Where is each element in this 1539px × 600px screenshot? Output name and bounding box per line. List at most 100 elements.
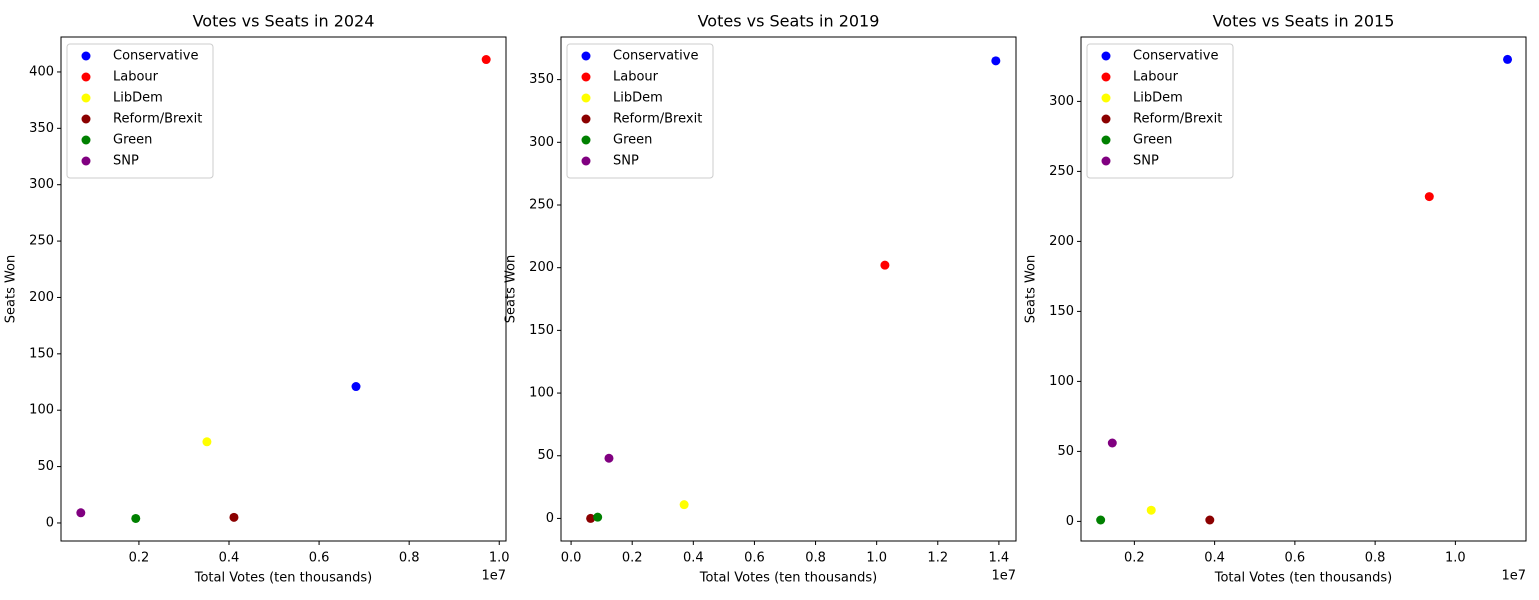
legend-marker <box>581 114 591 124</box>
point <box>586 513 596 523</box>
legend-label: Green <box>1133 133 1172 148</box>
x-tick-label: 0.8 <box>399 551 420 566</box>
x-tick-label: 0.6 <box>1285 551 1306 566</box>
point <box>1503 54 1513 64</box>
y-tick-label: 150 <box>529 323 554 338</box>
y-tick-label: 250 <box>29 234 54 249</box>
y-axis-label: Seats Won <box>4 255 19 324</box>
y-tick-label: 100 <box>1049 374 1074 389</box>
legend-marker <box>81 135 91 145</box>
y-tick-label: 200 <box>1049 234 1074 249</box>
legend-label: Conservative <box>613 49 698 64</box>
y-axis-label: Seats Won <box>504 255 519 324</box>
x-axis-label: Total Votes (ten thousands) <box>194 571 372 586</box>
y-tick-label: 250 <box>1049 164 1074 179</box>
y-tick-label: 150 <box>1049 304 1074 319</box>
legend-label: Green <box>613 133 652 148</box>
x-tick-label: 0.8 <box>1365 551 1386 566</box>
legend-label: SNP <box>1133 154 1159 169</box>
legend-marker <box>581 93 591 103</box>
legend-marker <box>1101 114 1111 124</box>
x-tick-label: 0.0 <box>561 551 582 566</box>
y-tick-label: 50 <box>1057 444 1074 459</box>
point <box>593 512 603 522</box>
x-tick-label: 0.6 <box>744 551 765 566</box>
chart-title: Votes vs Seats in 2024 <box>193 12 375 31</box>
subplot: Votes vs Seats in 2019 Total Votes (ten t… <box>504 12 1017 586</box>
point <box>1096 515 1106 525</box>
x-tick-label: 1.0 <box>489 551 510 566</box>
x-tick-label: 0.4 <box>1204 551 1225 566</box>
x-offset-label: 1e7 <box>481 569 506 584</box>
x-tick-label: 1.0 <box>1445 551 1466 566</box>
legend-label: Green <box>113 133 152 148</box>
x-axis-label: Total Votes (ten thousands) <box>1214 571 1392 586</box>
plot-area <box>560 36 1017 542</box>
point <box>1205 515 1215 525</box>
legend-label: Conservative <box>113 49 198 64</box>
legend-marker <box>1101 72 1111 82</box>
plot-area <box>60 36 507 542</box>
x-tick-label: 0.2 <box>1124 551 1145 566</box>
x-tick-label: 0.4 <box>219 551 240 566</box>
legend-label: LibDem <box>613 91 663 106</box>
legend-label: Reform/Brexit <box>613 112 702 127</box>
chart-title: Votes vs Seats in 2015 <box>1213 12 1395 31</box>
y-tick-label: 200 <box>29 290 54 305</box>
x-tick-label: 1.2 <box>927 551 948 566</box>
legend-label: Reform/Brexit <box>1133 112 1222 127</box>
legend-marker <box>81 51 91 61</box>
x-axis-label: Total Votes (ten thousands) <box>699 571 877 586</box>
x-tick-label: 0.6 <box>309 551 330 566</box>
y-tick-label: 350 <box>529 72 554 87</box>
y-tick-label: 0 <box>546 511 554 526</box>
point <box>76 508 86 518</box>
plot-area <box>1080 36 1527 542</box>
y-tick-label: 300 <box>29 177 54 192</box>
point <box>679 500 689 510</box>
legend-marker <box>81 156 91 166</box>
y-tick-label: 50 <box>37 459 54 474</box>
legend-label: Labour <box>1133 70 1179 85</box>
legend-marker <box>81 114 91 124</box>
y-tick-label: 250 <box>529 198 554 213</box>
legend-box <box>1086 43 1234 179</box>
x-offset-label: 1e7 <box>991 569 1016 584</box>
legend-label: SNP <box>113 154 139 169</box>
x-tick-label: 1.4 <box>989 551 1010 566</box>
legend-marker <box>1101 156 1111 166</box>
legend-label: Labour <box>613 70 659 85</box>
subplot: Votes vs Seats in 2024 Total Votes (ten t… <box>4 12 510 586</box>
point <box>991 56 1001 66</box>
legend-marker <box>581 135 591 145</box>
y-tick-label: 0 <box>1066 514 1074 529</box>
legend-marker <box>1101 51 1111 61</box>
legend-label: Conservative <box>1133 49 1218 64</box>
point <box>202 437 212 447</box>
x-offset-label: 1e7 <box>1501 569 1526 584</box>
chart-title: Votes vs Seats in 2019 <box>698 12 880 31</box>
legend-marker <box>581 72 591 82</box>
legend-label: LibDem <box>113 91 163 106</box>
point <box>604 453 614 463</box>
y-tick-label: 400 <box>29 64 54 79</box>
point <box>880 260 890 270</box>
x-tick-label: 0.4 <box>683 551 704 566</box>
x-tick-label: 0.2 <box>129 551 150 566</box>
point <box>1107 438 1117 448</box>
y-tick-label: 100 <box>29 403 54 418</box>
legend-label: Labour <box>113 70 159 85</box>
y-tick-label: 300 <box>529 135 554 150</box>
legend-marker <box>1101 93 1111 103</box>
legend: Conservative Labour LibDem Reform/Brexit Gre… <box>1086 43 1234 179</box>
legend-marker <box>81 72 91 82</box>
y-tick-label: 300 <box>1049 94 1074 109</box>
subplot: Votes vs Seats in 2015 Total Votes (ten t… <box>1024 12 1527 586</box>
legend-marker <box>581 51 591 61</box>
y-tick-label: 50 <box>537 448 554 463</box>
y-axis-label: Seats Won <box>1024 255 1039 324</box>
legend-marker <box>81 93 91 103</box>
legend: Conservative Labour LibDem Reform/Brexit Gre… <box>66 43 214 179</box>
